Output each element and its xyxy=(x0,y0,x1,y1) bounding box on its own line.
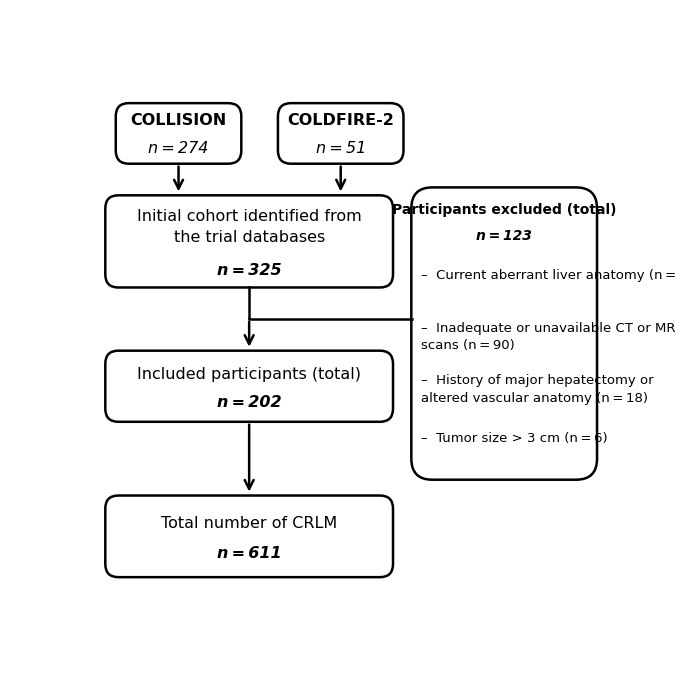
Text: Participants excluded (total): Participants excluded (total) xyxy=(392,202,616,217)
Text: n = 51: n = 51 xyxy=(316,141,366,156)
Text: –  Current aberrant liver anatomy (n = 9): – Current aberrant liver anatomy (n = 9) xyxy=(421,269,675,282)
Text: COLDFIRE-2: COLDFIRE-2 xyxy=(288,113,394,128)
FancyBboxPatch shape xyxy=(105,351,393,422)
Text: n = 202: n = 202 xyxy=(217,395,281,410)
Text: –  Inadequate or unavailable CT or MRI-
scans (n = 90): – Inadequate or unavailable CT or MRI- s… xyxy=(421,321,675,352)
Text: Total number of CRLM: Total number of CRLM xyxy=(161,516,338,531)
Text: n = 611: n = 611 xyxy=(217,546,281,561)
Text: n = 123: n = 123 xyxy=(477,229,532,244)
Text: –  History of major hepatectomy or
altered vascular anatomy (n = 18): – History of major hepatectomy or altere… xyxy=(421,374,653,405)
Text: COLLISION: COLLISION xyxy=(130,113,227,128)
Text: n = 325: n = 325 xyxy=(217,263,281,278)
Text: n = 274: n = 274 xyxy=(148,141,209,156)
Text: –  Tumor size > 3 cm (n = 6): – Tumor size > 3 cm (n = 6) xyxy=(421,432,608,445)
Text: Initial cohort identified from
the trial databases: Initial cohort identified from the trial… xyxy=(137,209,362,245)
FancyBboxPatch shape xyxy=(411,187,597,479)
FancyBboxPatch shape xyxy=(105,196,393,287)
Text: Included participants (total): Included participants (total) xyxy=(137,367,361,382)
FancyBboxPatch shape xyxy=(116,103,242,163)
FancyBboxPatch shape xyxy=(105,495,393,577)
FancyBboxPatch shape xyxy=(278,103,404,163)
